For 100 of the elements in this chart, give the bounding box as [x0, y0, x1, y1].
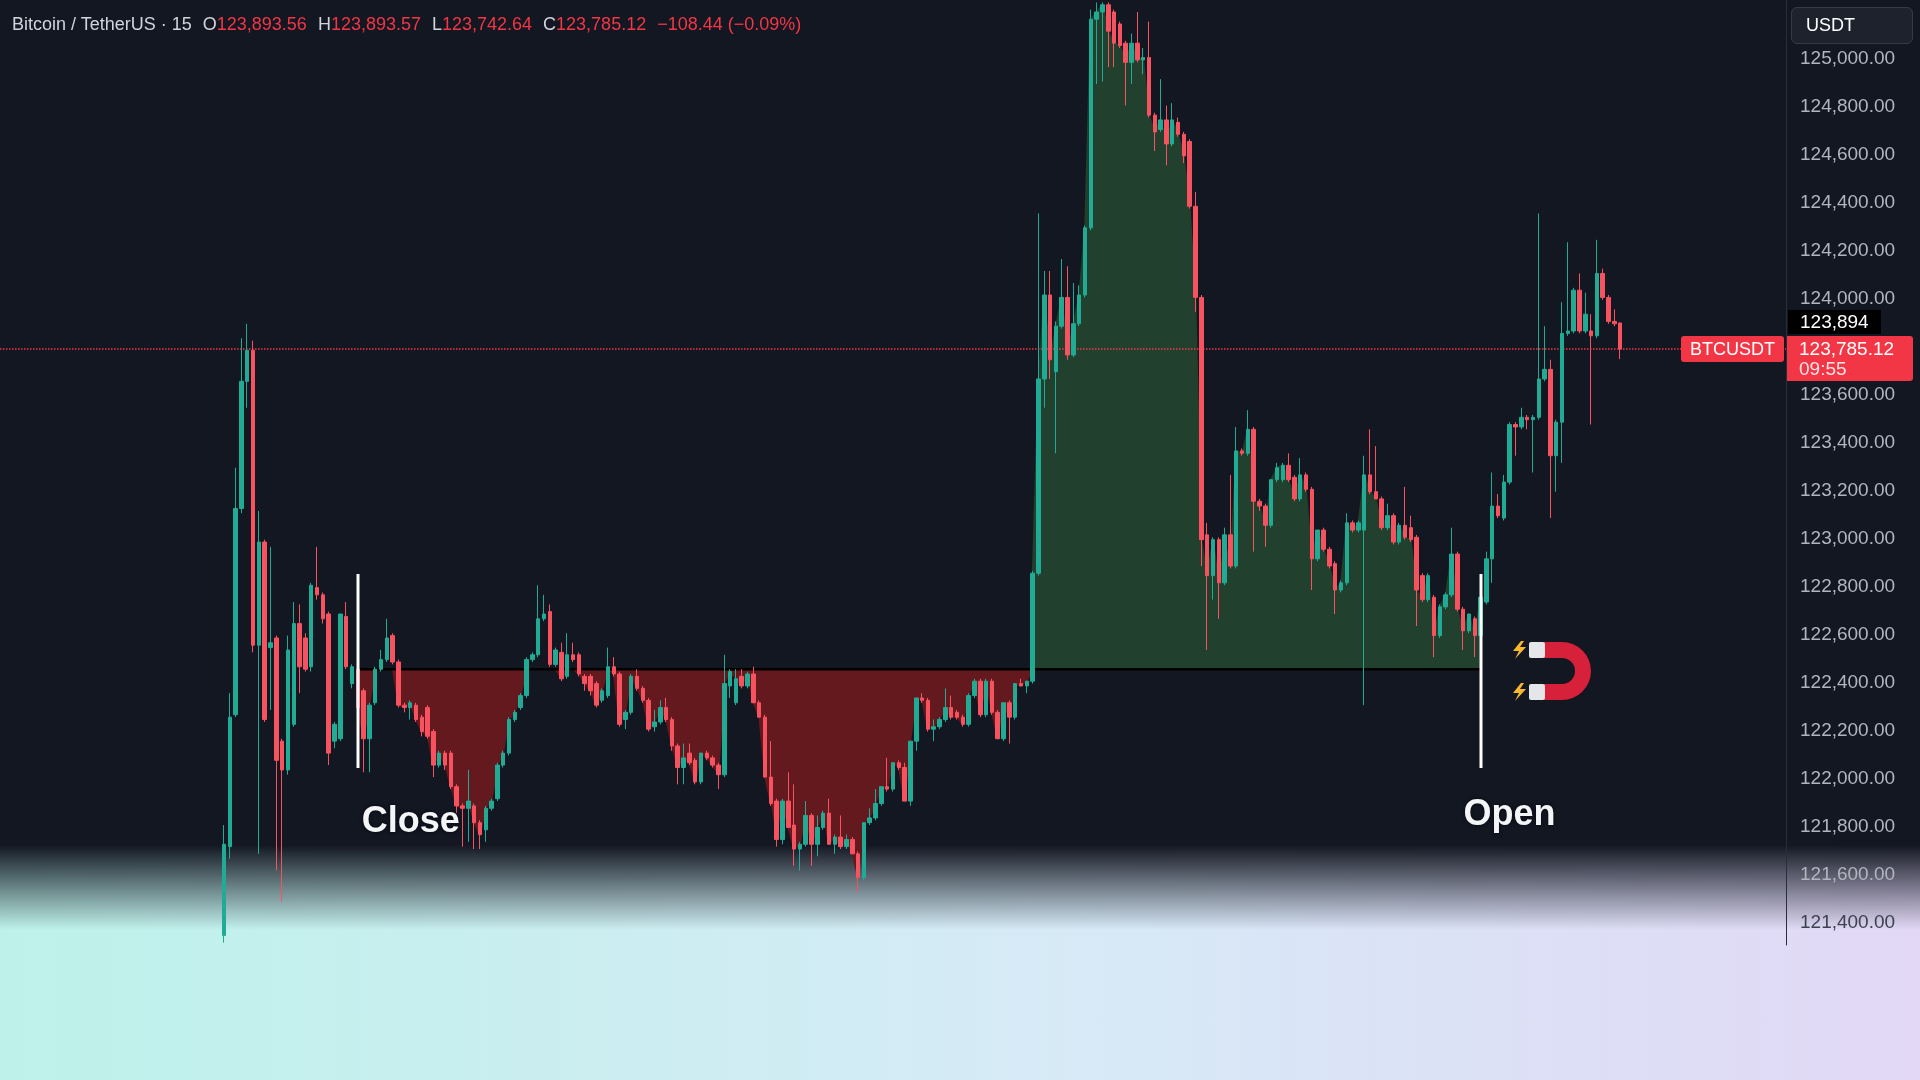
candlestick: [478, 819, 482, 850]
candlestick: [1298, 457, 1302, 502]
candlestick: [1513, 421, 1518, 457]
y-tick-label: 124,600.00: [1800, 143, 1896, 164]
candlestick: [699, 752, 703, 785]
candlestick: [548, 603, 552, 668]
candlestick: [1164, 105, 1169, 166]
candlestick: [681, 743, 686, 785]
candlestick: [1368, 428, 1372, 495]
candlestick: [1531, 414, 1535, 473]
candlestick: [222, 824, 226, 944]
candlestick: [739, 668, 744, 689]
candlestick: [949, 695, 953, 721]
y-tick-label: 123,400.00: [1800, 430, 1896, 452]
annotation: Close: [361, 799, 460, 841]
candlestick: [1147, 21, 1151, 119]
y-tick-label: 122,400.00: [1800, 670, 1896, 692]
candlestick: [1246, 409, 1250, 457]
y-axis-title: USDT: [1791, 7, 1913, 44]
candlestick: [1269, 479, 1273, 529]
candlestick: [920, 692, 924, 704]
candlestick: [1560, 301, 1564, 464]
candlestick: [844, 834, 849, 850]
candlestick: [984, 678, 988, 718]
candlestick: [780, 798, 785, 845]
candlestick: [1397, 522, 1401, 545]
candlestick: [315, 546, 319, 601]
text: 123,894: [1788, 310, 1881, 334]
candlestick: [571, 642, 575, 663]
candlestick: [955, 709, 959, 721]
candlestick: [763, 714, 767, 778]
y-tick-label: 124,800.00: [1800, 95, 1896, 117]
candlestick: [1473, 615, 1477, 658]
candlestick: [379, 649, 383, 673]
candlestick: [565, 632, 569, 680]
candlestick: [1525, 414, 1529, 430]
candlestick: [809, 812, 814, 867]
candlestick: [344, 601, 348, 670]
candlestick: [1310, 486, 1314, 591]
candlestick: [838, 814, 843, 850]
candlestick: [1013, 683, 1017, 721]
text: Bitcoin / TetherUS · 15: [12, 13, 192, 36]
candlestick: [437, 750, 441, 769]
y-tick-label: 123,600.00: [1800, 382, 1896, 404]
candlestick: [1577, 272, 1582, 334]
candlestick: [577, 651, 581, 677]
y-tick-label: 122,000.00: [1800, 766, 1896, 788]
candlestick: [1019, 678, 1023, 687]
candlestick: [1467, 613, 1471, 634]
annotation: H123,893.57: [317, 14, 421, 34]
candlestick: [1222, 527, 1227, 586]
y-tick-label: 121,600.00: [1800, 862, 1896, 884]
candlestick: [1234, 426, 1238, 569]
annotation: −108.44 (−0.09%): [657, 13, 802, 36]
candlestick: [1176, 117, 1180, 138]
y-tick-label: 121,800.00: [1800, 814, 1896, 836]
candlestick: [262, 539, 267, 723]
candlestick: [472, 802, 476, 850]
candlestick: [1554, 419, 1558, 493]
candlestick: [350, 663, 354, 689]
annotation: L123,742.64: [431, 14, 533, 34]
candlestick: [1275, 462, 1279, 483]
candlestick: [507, 716, 511, 757]
candlestick: [891, 762, 895, 792]
candlestick: [827, 798, 831, 845]
candlestick: [268, 546, 273, 711]
candlestick: [1048, 270, 1052, 380]
candlestick: [1432, 594, 1436, 658]
candlestick: [414, 702, 418, 723]
candlestick: [1281, 462, 1285, 483]
candlestick: [367, 702, 372, 773]
candlestick: [664, 697, 668, 723]
candlestick: [926, 697, 930, 733]
candlestick: [1153, 112, 1157, 152]
candlestick: [833, 834, 837, 855]
candlestick: [1129, 33, 1134, 85]
candlestick: [1385, 503, 1390, 531]
candlestick: [1519, 407, 1524, 430]
y-tick-label: 125,000.00: [1800, 47, 1896, 69]
y-tick-label: 122,200.00: [1800, 718, 1896, 740]
candlestick: [1496, 493, 1500, 519]
candlestick: [1141, 47, 1145, 75]
y-tick-label: 123,000.00: [1800, 526, 1896, 548]
candlestick: [309, 582, 313, 673]
candlestick: [292, 601, 296, 728]
candlestick: [1548, 359, 1553, 519]
y-tick-label: 124,200.00: [1800, 238, 1896, 260]
candlestick: [286, 635, 290, 776]
candlestick: [635, 668, 639, 692]
y-tick-label: 122,600.00: [1800, 622, 1896, 644]
candlestick: [361, 687, 366, 773]
y-tick-label: 124,000.00: [1800, 286, 1896, 308]
candlestick: [1589, 313, 1593, 426]
candlestick: [1403, 486, 1407, 541]
candlestick: [978, 678, 983, 718]
candlestick: [1315, 529, 1320, 562]
candlestick: [885, 757, 889, 792]
candlestick: [373, 666, 377, 706]
candlestick: [606, 647, 610, 699]
candlestick: [1391, 512, 1396, 545]
